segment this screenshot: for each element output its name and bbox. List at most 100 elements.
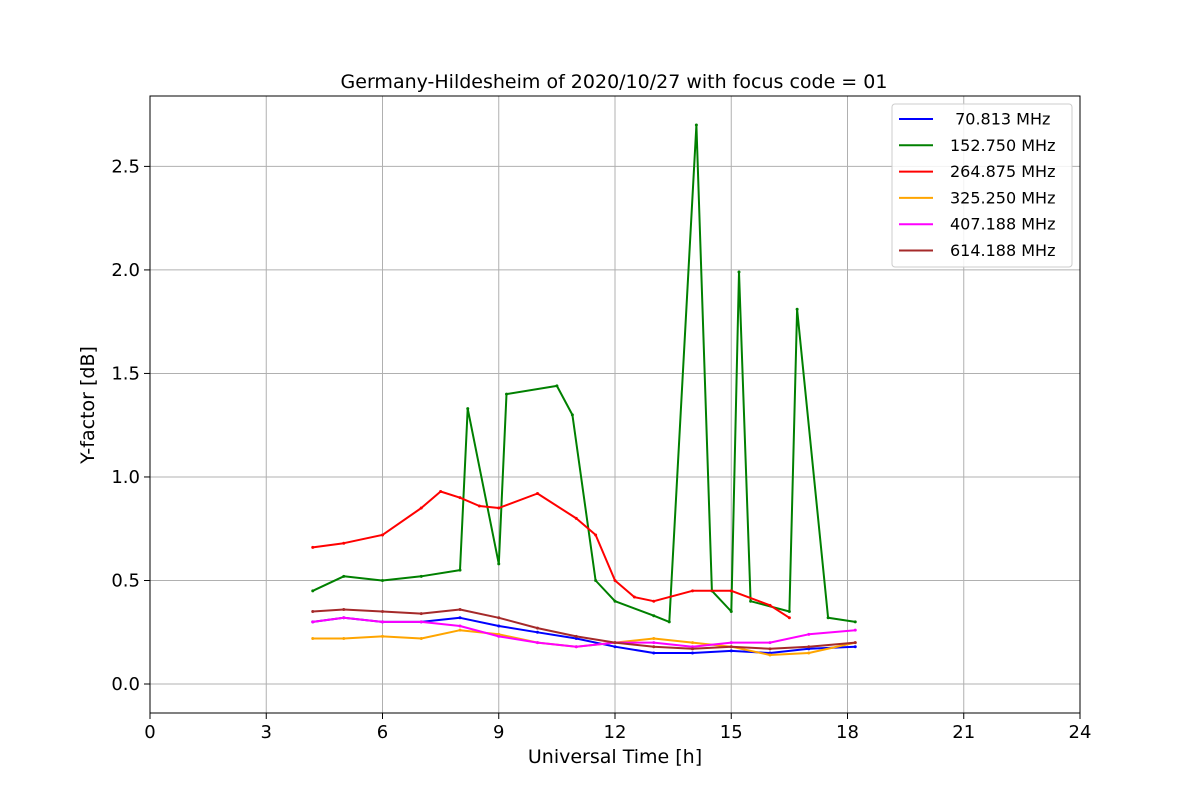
data-point (342, 541, 346, 545)
data-point (594, 533, 598, 537)
data-point (497, 632, 501, 636)
data-point (342, 616, 346, 620)
x-tick-label: 21 (952, 722, 975, 743)
data-point (652, 636, 656, 640)
x-axis: 0 3 6 9 12 15 18 21 24 (144, 713, 1091, 743)
data-point (381, 610, 384, 614)
data-point (381, 620, 384, 624)
data-point (613, 645, 617, 649)
data-point (419, 612, 423, 616)
data-point (853, 628, 857, 632)
data-point (652, 645, 656, 649)
data-point (768, 641, 772, 645)
data-point (497, 616, 501, 620)
x-tick-label: 6 (377, 722, 388, 743)
data-point (466, 407, 470, 411)
legend-label: 152.750 MHz (950, 136, 1055, 155)
data-point (419, 636, 423, 640)
data-point (555, 384, 559, 388)
data-point (632, 595, 636, 599)
legend: 70.813 MHz 152.750 MHz 264.875 MHz 325.250 … (891, 103, 1073, 268)
x-tick-label: 24 (1069, 722, 1092, 743)
data-point (497, 634, 501, 638)
data-point (807, 632, 811, 636)
data-point (311, 589, 315, 593)
data-point (768, 603, 772, 607)
data-point (458, 607, 462, 611)
data-point (419, 574, 423, 578)
data-point (807, 651, 811, 655)
series-line (312, 490, 790, 619)
data-point (691, 651, 694, 655)
x-tick-label: 0 (144, 722, 155, 743)
legend-label: 70.813 MHz (950, 110, 1050, 129)
data-point (505, 392, 508, 396)
data-point (311, 610, 315, 614)
data-point (807, 647, 811, 651)
data-point (691, 645, 694, 649)
data-point (570, 413, 574, 417)
data-point (691, 589, 694, 593)
data-point (787, 616, 791, 620)
data-point (311, 620, 315, 624)
data-point (536, 641, 539, 645)
data-point (311, 636, 315, 640)
data-point (536, 626, 539, 630)
series-group (311, 489, 791, 620)
data-point (458, 624, 462, 628)
legend-label: 614.188 MHz (950, 241, 1055, 260)
chart-title: Germany-Hildesheim of 2020/10/27 with fo… (341, 71, 888, 93)
y-tick-label: 1.0 (111, 467, 140, 488)
data-point (768, 647, 772, 651)
data-point (729, 610, 733, 614)
series-group (311, 607, 857, 651)
data-point (807, 645, 811, 649)
x-tick-label: 12 (604, 722, 627, 743)
x-tick-label: 3 (261, 722, 272, 743)
data-point (419, 506, 423, 510)
data-point (439, 489, 443, 493)
data-point (381, 634, 384, 638)
legend-label: 325.250 MHz (950, 188, 1055, 207)
data-point (691, 641, 694, 645)
data-point (458, 496, 462, 500)
data-point (613, 641, 617, 645)
data-point (381, 578, 384, 582)
data-point (458, 568, 462, 572)
data-point (853, 620, 857, 624)
data-point (574, 516, 578, 520)
data-point (594, 578, 598, 582)
data-point (342, 607, 346, 611)
x-tick-label: 9 (493, 722, 504, 743)
data-point (477, 504, 481, 508)
data-point (342, 574, 346, 578)
data-point (652, 641, 656, 645)
x-tick-label: 15 (720, 722, 743, 743)
data-point (729, 641, 733, 645)
data-point (729, 589, 733, 593)
data-point (613, 599, 617, 603)
data-point (737, 270, 741, 274)
y-tick-label: 0.5 (111, 570, 140, 591)
data-point (574, 645, 578, 649)
data-point (787, 610, 791, 614)
y-axis-label: Y-factor [dB] (77, 346, 99, 465)
data-point (574, 634, 578, 638)
legend-label: 264.875 MHz (950, 162, 1055, 181)
y-tick-label: 0.0 (111, 674, 140, 695)
data-point (536, 492, 539, 496)
data-point (497, 562, 501, 566)
data-point (768, 653, 772, 657)
series-group (311, 616, 857, 649)
data-point (853, 645, 857, 649)
data-point (381, 533, 384, 537)
plot-series (311, 123, 857, 657)
data-point (574, 636, 578, 640)
data-point (652, 599, 656, 603)
data-point (826, 616, 830, 620)
y-tick-label: 1.5 (111, 363, 140, 384)
data-point (497, 506, 501, 510)
data-point (729, 645, 733, 649)
data-point (652, 651, 656, 655)
